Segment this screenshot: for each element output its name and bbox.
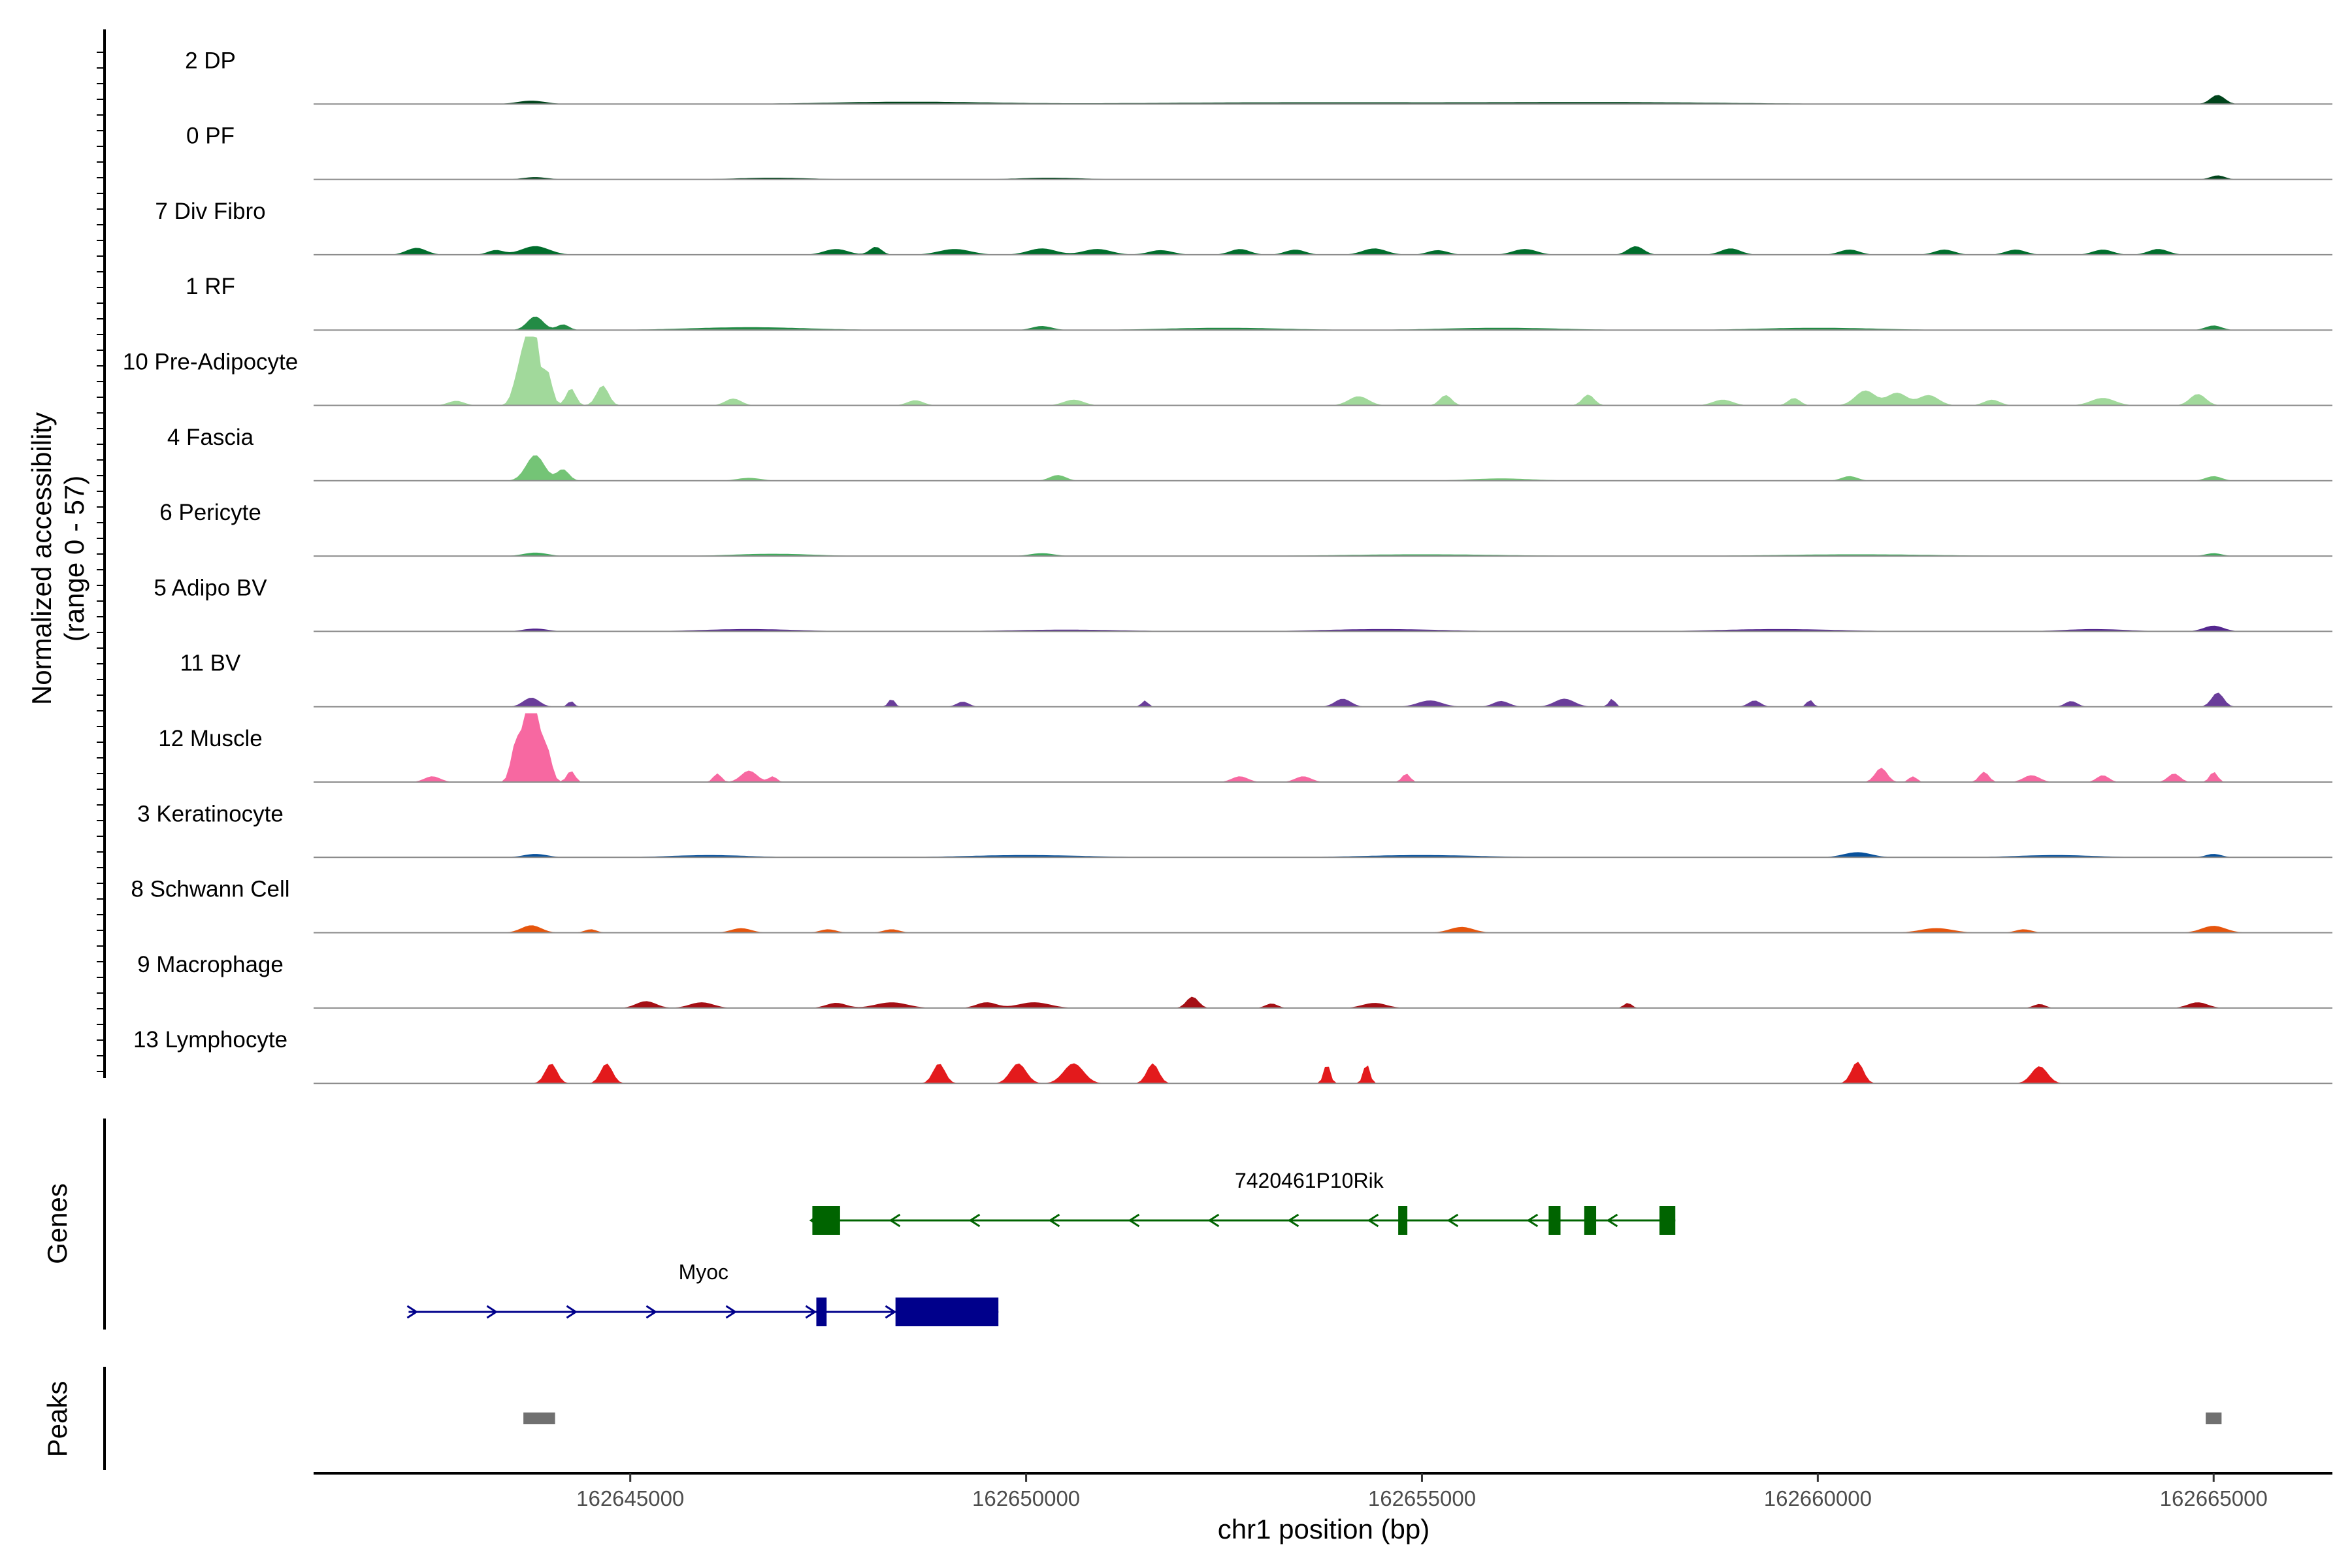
track-13-lymphocyte: 13 Lymphocyte bbox=[133, 1027, 2332, 1085]
gene-label: Myoc bbox=[679, 1260, 728, 1284]
track-10-pre-adipocyte: 10 Pre-Adipocyte bbox=[123, 336, 2332, 406]
y-axis-range-label: (range 0 - 57) bbox=[59, 476, 90, 642]
strand-arrow bbox=[1606, 1213, 1618, 1228]
strand-arrow bbox=[1128, 1213, 1140, 1228]
x-tick-label: 162665000 bbox=[2160, 1486, 2268, 1511]
track-label: 8 Schwann Cell bbox=[131, 877, 289, 902]
track-11-bv: 11 BV bbox=[180, 651, 2332, 708]
track-label: 3 Keratinocyte bbox=[137, 801, 284, 826]
track-12-muscle: 12 Muscle bbox=[158, 713, 2332, 783]
coverage-area bbox=[314, 552, 2332, 557]
exon bbox=[895, 1298, 999, 1326]
exon bbox=[812, 1206, 840, 1235]
track-2-dp: 2 DP bbox=[185, 48, 2332, 105]
track-1-rf: 1 RF bbox=[186, 274, 2332, 331]
x-axis-ticks: 162645000 162650000 162655000 162660000 1626… bbox=[576, 1473, 2268, 1511]
coverage-area bbox=[314, 996, 2332, 1008]
coverage-area bbox=[314, 693, 2332, 707]
strand-arrow bbox=[486, 1305, 498, 1319]
track-3-keratinocyte: 3 Keratinocyte bbox=[137, 801, 2332, 858]
y-axis: Normalized accessibility (range 0 - 57) bbox=[26, 29, 106, 1078]
gene-label: 7420461P10Rik bbox=[1235, 1169, 1384, 1192]
coverage-area bbox=[314, 925, 2332, 933]
coverage-area bbox=[314, 713, 2332, 782]
strand-arrow bbox=[406, 1305, 419, 1319]
track-label: 13 Lymphocyte bbox=[133, 1027, 287, 1053]
strand-arrow bbox=[1048, 1213, 1060, 1228]
track-label: 9 Macrophage bbox=[137, 952, 284, 977]
y-axis-title: Normalized accessibility bbox=[26, 412, 57, 705]
track-0-pf: 0 PF bbox=[186, 123, 2332, 180]
x-tick-label: 162660000 bbox=[1764, 1486, 1872, 1511]
track-label: 1 RF bbox=[186, 274, 235, 299]
track-label: 2 DP bbox=[185, 48, 236, 73]
coverage-area bbox=[314, 455, 2332, 481]
coverage-tracks: 2 DP 0 PF 7 Div Fibro 1 RF 10 Pre-Adipocyte 4… bbox=[123, 48, 2332, 1085]
track-label: 0 PF bbox=[186, 123, 235, 149]
coverage-area bbox=[314, 95, 2332, 105]
strand-arrow bbox=[1207, 1213, 1220, 1228]
y-axis-ticks bbox=[97, 52, 105, 1072]
coverage-area bbox=[314, 246, 2332, 255]
track-label: 4 Fascia bbox=[167, 425, 254, 450]
gene-7420461p10rik: 7420461P10Rik bbox=[809, 1169, 1676, 1235]
gene-models: 7420461P10Rik Myoc bbox=[406, 1169, 1676, 1326]
track-label: 6 Pericyte bbox=[159, 500, 261, 525]
strand-arrow bbox=[566, 1305, 578, 1319]
track-label: 12 Muscle bbox=[158, 726, 263, 751]
exon bbox=[816, 1298, 827, 1326]
strand-arrow bbox=[968, 1213, 981, 1228]
exon bbox=[1398, 1206, 1408, 1235]
track-label: 11 BV bbox=[180, 651, 241, 676]
x-tick-label: 162645000 bbox=[576, 1486, 684, 1511]
genes-panel: Genes 7420461P10Rik Myoc bbox=[42, 1119, 1676, 1330]
strand-arrow bbox=[1287, 1213, 1299, 1228]
exon bbox=[1548, 1206, 1561, 1235]
peak-region bbox=[2206, 1413, 2222, 1424]
coverage-area bbox=[314, 316, 2332, 331]
strand-arrow bbox=[645, 1305, 658, 1319]
track-4-fascia: 4 Fascia bbox=[167, 425, 2332, 482]
track-6-pericyte: 6 Pericyte bbox=[159, 500, 2332, 557]
track-9-macrophage: 9 Macrophage bbox=[137, 952, 2332, 1009]
track-label: 7 Div Fibro bbox=[155, 199, 265, 224]
x-axis-title: chr1 position (bp) bbox=[1218, 1514, 1430, 1544]
coverage-area bbox=[314, 336, 2332, 406]
track-label: 5 Adipo BV bbox=[154, 575, 267, 600]
exon bbox=[1584, 1206, 1597, 1235]
x-tick-label: 162650000 bbox=[972, 1486, 1080, 1511]
track-8-schwann-cell: 8 Schwann Cell bbox=[131, 877, 2332, 934]
track-7-div-fibro: 7 Div Fibro bbox=[155, 199, 2332, 255]
coverage-area bbox=[314, 1062, 2332, 1084]
genes-panel-label: Genes bbox=[42, 1183, 73, 1264]
coverage-area bbox=[314, 625, 2332, 632]
track-5-adipo-bv: 5 Adipo BV bbox=[154, 575, 2332, 632]
strand-arrow bbox=[889, 1213, 901, 1228]
x-axis: 162645000 162650000 162655000 162660000 1626… bbox=[314, 1472, 2332, 1544]
peaks-panel: Peaks bbox=[42, 1367, 2222, 1470]
strand-arrow bbox=[1526, 1213, 1539, 1228]
coverage-area bbox=[314, 852, 2332, 858]
peak-region bbox=[523, 1413, 555, 1424]
strand-arrow bbox=[1367, 1213, 1379, 1228]
x-tick-label: 162655000 bbox=[1368, 1486, 1476, 1511]
strand-arrow bbox=[725, 1305, 738, 1319]
strand-arrow bbox=[885, 1305, 897, 1319]
peaks-panel-label: Peaks bbox=[42, 1381, 73, 1458]
strand-arrow bbox=[805, 1305, 817, 1319]
exon bbox=[1659, 1206, 1676, 1235]
peak-regions bbox=[523, 1413, 2222, 1424]
track-label: 10 Pre-Adipocyte bbox=[123, 350, 298, 375]
strand-arrow bbox=[1446, 1213, 1459, 1228]
gene-myoc: Myoc bbox=[406, 1260, 999, 1326]
